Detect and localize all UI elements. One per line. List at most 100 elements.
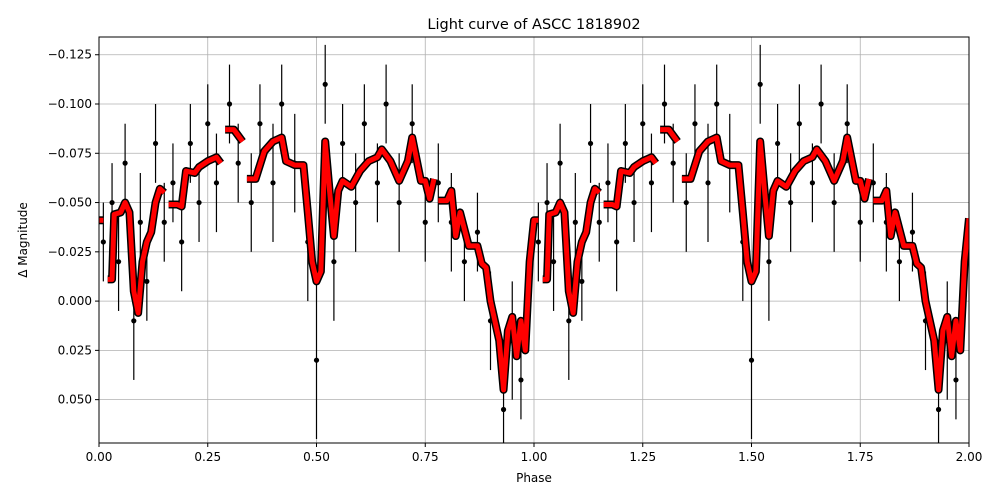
binned-line (168, 154, 223, 209)
data-point (196, 199, 202, 206)
plot-area (99, 44, 969, 443)
data-point (137, 219, 143, 225)
data-point (340, 140, 346, 147)
data-point (409, 121, 415, 127)
data-point (535, 239, 541, 245)
x-tick-label: 0.75 (412, 450, 439, 464)
chart-title: Light curve of ASCC 1818902 (427, 17, 640, 33)
data-point (122, 160, 128, 166)
data-point (383, 101, 389, 107)
binned-line (660, 127, 680, 143)
y-tick-label: 0.025 (58, 343, 92, 357)
x-tick-label: 1.50 (738, 450, 765, 464)
data-point (640, 121, 646, 127)
data-point (587, 140, 594, 147)
data-point (257, 121, 263, 127)
data-point (788, 199, 794, 206)
data-point (566, 318, 572, 324)
y-tick-label: −0.075 (48, 146, 92, 160)
data-point (422, 219, 428, 225)
binned-outline (168, 153, 225, 211)
data-point (692, 121, 698, 127)
y-tick-label: 0.050 (58, 393, 92, 407)
data-point (631, 199, 637, 206)
data-point (353, 199, 359, 206)
x-tick-label: 0.25 (194, 450, 221, 464)
x-tick-label: 1.00 (521, 450, 548, 464)
data-point (661, 101, 668, 107)
data-point (115, 259, 122, 265)
data-point (100, 239, 106, 245)
data-point (935, 406, 942, 413)
data-point (322, 81, 328, 87)
data-point (152, 140, 159, 147)
data-point (213, 180, 220, 186)
data-point (748, 357, 755, 363)
data-point (683, 199, 689, 206)
data-point (670, 160, 676, 166)
x-tick-label: 1.25 (629, 450, 656, 464)
data-point (313, 357, 320, 363)
data-point (550, 259, 557, 265)
data-point (374, 180, 380, 186)
binned-line (603, 154, 658, 209)
data-point (461, 259, 467, 265)
data-point (596, 219, 602, 225)
x-tick-label: 0.50 (303, 450, 330, 464)
data-point (518, 377, 524, 383)
y-tick-label: −0.050 (48, 196, 92, 210)
data-point (579, 278, 585, 284)
x-axis-label: Phase (516, 471, 552, 485)
data-point (179, 239, 185, 245)
x-tick-label: 2.00 (956, 450, 983, 464)
binned-line (438, 188, 539, 393)
data-point (572, 219, 578, 225)
plot-frame (98, 36, 970, 444)
data-point (270, 180, 276, 186)
data-point (796, 121, 802, 127)
data-point (205, 121, 211, 127)
data-point (831, 199, 837, 206)
data-point (144, 278, 150, 284)
binned-line (225, 127, 245, 143)
data-point (714, 101, 720, 107)
data-point (361, 121, 367, 127)
data-point (396, 199, 402, 206)
data-point (474, 229, 481, 235)
binned-line (246, 135, 437, 284)
data-point (775, 140, 781, 147)
data-point (605, 180, 611, 186)
y-tick-label: 0.000 (58, 294, 92, 308)
y-axis-label: Δ Magnitude (16, 202, 30, 278)
data-point (909, 229, 916, 235)
binned-line (107, 186, 166, 316)
data-point (248, 199, 254, 206)
data-point (705, 180, 711, 186)
data-point (622, 140, 628, 147)
data-point (648, 180, 655, 186)
y-tick-label: −0.125 (48, 48, 92, 62)
binned-line (542, 186, 601, 316)
data-point (857, 219, 863, 225)
data-point (500, 406, 507, 413)
data-point (757, 81, 763, 87)
x-tick-label: 0.00 (86, 450, 113, 464)
binned-line (681, 135, 872, 284)
data-point (279, 101, 285, 107)
data-point (109, 199, 115, 206)
data-point (809, 180, 816, 186)
data-point (161, 219, 167, 225)
data-point (818, 101, 824, 107)
data-point (953, 377, 959, 383)
data-point (235, 160, 241, 166)
data-point (766, 259, 772, 265)
y-tick-label: −0.025 (48, 245, 92, 259)
data-point (226, 101, 233, 107)
data-point (896, 259, 903, 265)
x-tick-label: 1.75 (847, 450, 874, 464)
y-tick-label: −0.100 (48, 97, 92, 111)
data-point (131, 318, 137, 324)
binned-outline (603, 153, 660, 211)
data-point (844, 121, 850, 127)
